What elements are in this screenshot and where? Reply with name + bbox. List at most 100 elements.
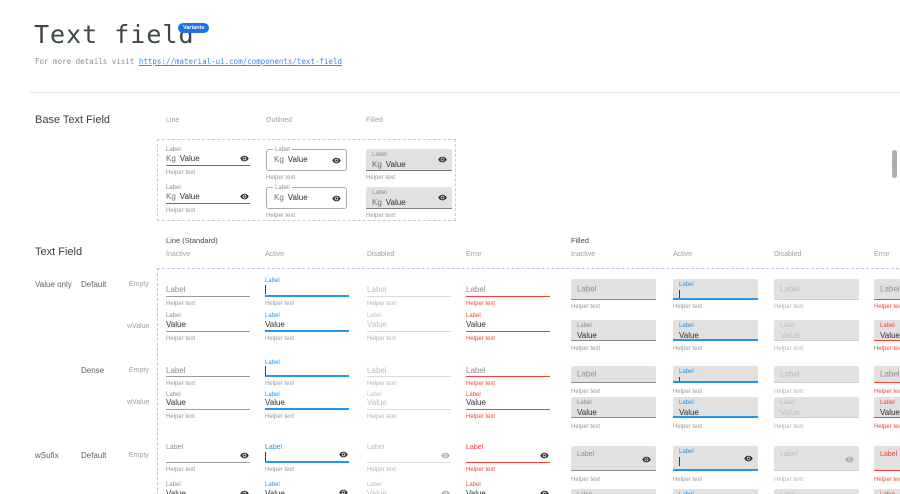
- field-value: Value: [367, 320, 387, 329]
- visibility-icon[interactable]: [240, 154, 249, 163]
- visibility-icon[interactable]: [845, 455, 854, 464]
- page-scrollbar[interactable]: [892, 150, 897, 178]
- line-active-empty-field[interactable]: Label Helper text: [265, 277, 349, 308]
- field-helper: Helper text: [673, 424, 703, 430]
- details-link[interactable]: https://material-ui.com/components/text-…: [138, 57, 343, 66]
- filled-box: Label: [673, 279, 758, 300]
- field-floating-label: Label: [577, 400, 592, 406]
- filled-box: Label Value: [874, 320, 900, 341]
- field-helper: Helper text: [366, 213, 396, 219]
- filled-error-empty-field[interactable]: Label Helper text: [874, 279, 900, 311]
- state-head-disabled-1: Disabled: [367, 251, 395, 258]
- base-outlined-field[interactable]: Label Kg Value Helper text: [266, 146, 347, 182]
- field-value: Value: [880, 331, 900, 340]
- filled-active-empty-field[interactable]: Label Helper text: [673, 366, 758, 396]
- filled-inactive-empty-field[interactable]: Label Helper text: [571, 446, 656, 484]
- visibility-icon[interactable]: [441, 489, 450, 494]
- filled-error-empty-field[interactable]: Label Helper text: [874, 446, 900, 484]
- field-helper: Helper text: [874, 389, 900, 395]
- visibility-icon[interactable]: [744, 454, 753, 463]
- line-error-empty-field[interactable]: Label Helper text: [466, 444, 550, 474]
- filled-disabled-empty-field[interactable]: Label Helper text: [774, 366, 859, 396]
- line-inactive-empty-field[interactable]: Label Helper text: [166, 359, 250, 388]
- visibility-icon[interactable]: [438, 193, 447, 202]
- field-helper: Helper text: [571, 477, 601, 483]
- base-filled-field[interactable]: Label Kg Value Helper text: [366, 149, 452, 182]
- state-head-error-1: Error: [466, 251, 482, 258]
- filled-active-empty-field[interactable]: Label Helper text: [673, 446, 758, 484]
- visibility-icon[interactable]: [540, 489, 549, 494]
- field-label: Label: [166, 285, 186, 294]
- field-input: Value: [466, 320, 550, 332]
- line-inactive-empty-field[interactable]: Label Helper text: [166, 277, 250, 308]
- line-active-empty-field[interactable]: Label Helper text: [265, 444, 349, 474]
- visibility-icon[interactable]: [540, 451, 549, 460]
- field-helper: Helper text: [571, 424, 601, 430]
- line-error-empty-field[interactable]: Label Helper text: [466, 277, 550, 308]
- filled-box: Label: [673, 446, 758, 471]
- visibility-icon[interactable]: [332, 156, 341, 165]
- filled-box: Label: [571, 279, 656, 300]
- field-helper: Helper text: [266, 175, 296, 181]
- visibility-icon[interactable]: [240, 489, 249, 494]
- line-disabled-empty-field[interactable]: Label Helper text: [367, 444, 451, 474]
- filled-error-empty-field[interactable]: Label Helper text: [874, 366, 900, 396]
- base-line-field[interactable]: Label Kg Value Helper text: [166, 146, 250, 177]
- filled-disabled-empty-field[interactable]: Label Helper text: [774, 279, 859, 311]
- visibility-icon[interactable]: [642, 455, 651, 464]
- field-floating-label: Label: [466, 482, 481, 488]
- filled-active-empty-field[interactable]: Label Helper text: [673, 279, 758, 311]
- matrix-frame: [157, 268, 900, 494]
- base-outlined-field[interactable]: Label Kg Value Helper text: [266, 184, 347, 220]
- filled-inactive-empty-field[interactable]: Label Helper text: [571, 366, 656, 396]
- filled-box: Label Value: [571, 397, 656, 418]
- line-inactive-empty-field[interactable]: Label Helper text: [166, 444, 250, 474]
- field-input: Value: [265, 398, 349, 410]
- visibility-icon[interactable]: [240, 192, 249, 201]
- filled-disabled-empty-field[interactable]: Label Helper text: [774, 446, 859, 484]
- field-helper: Helper text: [673, 389, 703, 395]
- filled-inactive-empty-field[interactable]: Label Helper text: [571, 279, 656, 311]
- base-line-field[interactable]: Label Kg Value Helper text: [166, 184, 250, 215]
- line-disabled-empty-field[interactable]: Label Helper text: [367, 359, 451, 388]
- visibility-icon[interactable]: [438, 155, 447, 164]
- field-value: Value: [780, 331, 800, 340]
- visibility-icon[interactable]: [441, 451, 450, 460]
- line-disabled-empty-field[interactable]: Label Helper text: [367, 277, 451, 308]
- line-error-empty-field[interactable]: Label Helper text: [466, 359, 550, 388]
- visibility-icon[interactable]: [339, 488, 348, 494]
- field-input: Value: [367, 398, 451, 410]
- line-active-empty-field[interactable]: Label Helper text: [265, 359, 349, 388]
- visibility-icon[interactable]: [339, 450, 348, 459]
- visibility-icon[interactable]: [332, 194, 341, 203]
- field-floating-label: [367, 277, 451, 285]
- state-head-active-1: Active: [265, 251, 285, 258]
- field-floating-label: [166, 359, 250, 366]
- base-filled-field[interactable]: Label Kg Value Helper text: [366, 187, 452, 220]
- visibility-icon[interactable]: [240, 451, 249, 460]
